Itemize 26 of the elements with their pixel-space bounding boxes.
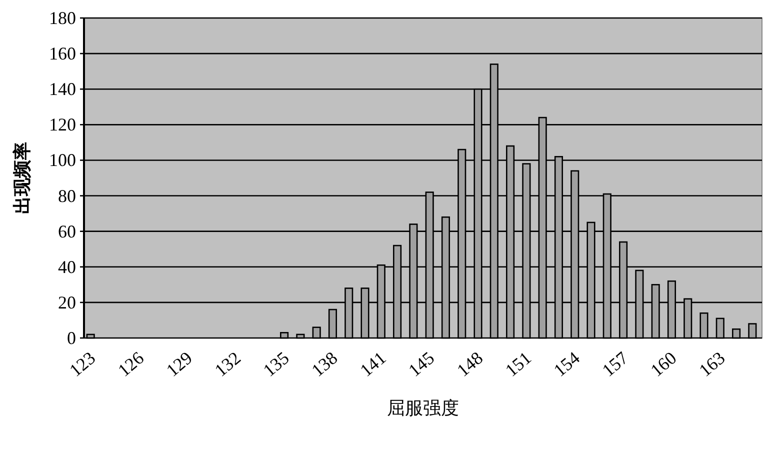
y-tick-label: 20 [58,292,76,312]
x-tick-label: 135 [259,348,293,380]
y-tick-label: 180 [49,8,76,28]
x-tick-label: 163 [695,348,729,380]
x-tick-label: 141 [356,348,390,380]
x-tick-label: 160 [646,348,680,380]
y-tick-label: 0 [67,328,76,348]
x-tick-label: 157 [598,348,632,380]
y-tick-label: 160 [49,44,76,64]
y-tick-label: 120 [49,114,76,135]
x-tick-label: 123 [66,348,100,380]
y-tick-label: 40 [58,256,76,277]
y-tick-label: 100 [49,150,76,170]
x-tick-label: 132 [210,348,244,380]
y-tick-label: 60 [58,221,76,242]
x-tick-label: 138 [308,348,342,380]
x-tick-label: 145 [404,348,438,380]
x-tick-label: 148 [453,348,487,380]
x-tick-label: 126 [114,348,148,380]
y-tick-label: 140 [49,79,76,100]
x-tick-label: 129 [162,348,196,380]
x-axis-title: 屈服强度 [387,398,459,419]
y-tick-label: 80 [58,186,76,206]
y-axis-title: 出现频率 [12,142,33,214]
x-tick-label: 154 [550,348,584,380]
x-tick-label: 151 [501,348,535,380]
